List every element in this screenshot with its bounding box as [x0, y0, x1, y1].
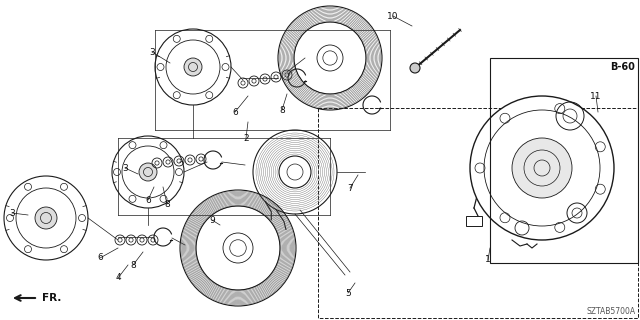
Text: 5: 5: [345, 289, 351, 298]
Text: SZTAB5700A: SZTAB5700A: [587, 307, 636, 316]
Text: 6: 6: [145, 196, 151, 204]
Circle shape: [410, 63, 420, 73]
Bar: [318, 108, 638, 318]
Text: 9: 9: [209, 215, 215, 225]
Text: 11: 11: [590, 92, 602, 100]
Circle shape: [317, 45, 343, 71]
Text: 4: 4: [115, 274, 121, 283]
Bar: [466, 216, 482, 226]
Text: B-60: B-60: [610, 62, 635, 72]
Text: 6: 6: [232, 108, 238, 116]
Circle shape: [184, 58, 202, 76]
Text: 3: 3: [149, 47, 155, 57]
Text: 7: 7: [347, 183, 353, 193]
Text: 10: 10: [387, 12, 399, 20]
Text: 8: 8: [130, 260, 136, 269]
Text: 6: 6: [97, 253, 103, 262]
Circle shape: [470, 96, 614, 240]
Text: 2: 2: [243, 133, 249, 142]
Text: 3: 3: [122, 164, 128, 172]
Circle shape: [512, 138, 572, 198]
Text: 1: 1: [485, 255, 491, 265]
Circle shape: [139, 163, 157, 181]
Text: FR.: FR.: [42, 293, 61, 303]
Circle shape: [223, 233, 253, 263]
Bar: [490, 58, 638, 263]
Text: 8: 8: [164, 199, 170, 209]
Text: 3: 3: [9, 209, 15, 218]
Text: 8: 8: [279, 106, 285, 115]
Circle shape: [35, 207, 57, 229]
